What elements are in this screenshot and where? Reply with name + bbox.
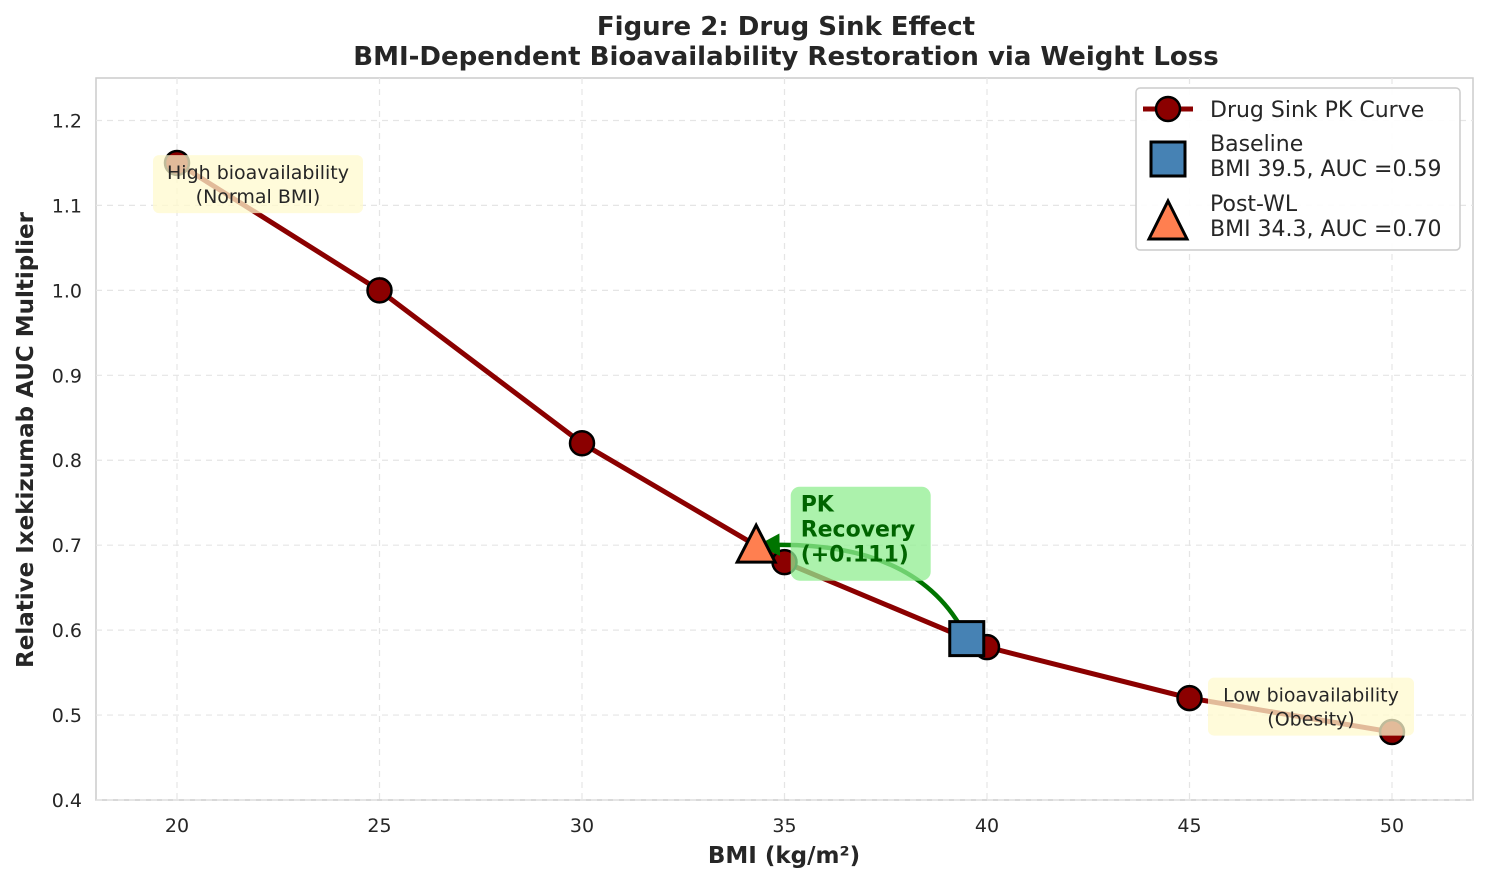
legend-postwl-detail: BMI 34.3, AUC =0.70 [1210, 217, 1441, 242]
y-tick-label: 1.2 [52, 110, 82, 132]
y-tick-label: 0.7 [52, 535, 82, 557]
y-tick-label: 0.5 [52, 705, 82, 727]
legend-circle-icon [1154, 95, 1182, 123]
data-point [366, 277, 393, 304]
legend-box [1135, 87, 1461, 251]
legend-triangle-icon [1146, 197, 1190, 241]
low-note-box [1208, 677, 1414, 736]
x-tick-label: 40 [975, 815, 999, 837]
recovery-box [790, 486, 931, 581]
legend-baseline-title: Baseline [1210, 132, 1303, 157]
y-tick-label: 0.6 [52, 620, 82, 642]
high-bioavailability-note: High bioavailability (Normal BMI) [153, 155, 363, 214]
y-tick-label: 0.9 [52, 365, 82, 387]
x-axis-label: BMI (kg/m²) [708, 843, 860, 869]
legend-postwl-title: Post-WL [1210, 192, 1298, 217]
x-tick-label: 45 [1177, 815, 1201, 837]
high-note-line1: High bioavailability [167, 162, 349, 184]
data-point [568, 429, 596, 457]
x-tick-label: 20 [165, 815, 189, 837]
high-note-box [153, 155, 363, 214]
x-tick-label: 35 [772, 815, 796, 837]
legend-baseline-detail: BMI 39.5, AUC =0.59 [1210, 157, 1441, 182]
low-note-line1: Low bioavailability [1223, 685, 1399, 707]
low-bioavailability-note: Low bioavailability (Obesity) [1208, 677, 1414, 736]
legend: Drug Sink PK Curve Baseline BMI 39.5, AU… [1135, 87, 1461, 251]
baseline-marker [948, 620, 986, 658]
y-tick-label: 1.1 [52, 195, 82, 217]
x-tick-label: 30 [570, 815, 594, 837]
chart-subtitle: BMI-Dependent Bioavailability Restoratio… [353, 42, 1218, 72]
low-note-line2: (Obesity) [1267, 709, 1354, 731]
data-point [1176, 684, 1203, 712]
x-tick-label: 25 [367, 815, 391, 837]
pk-recovery-note: PK Recovery (+0.111) [790, 486, 931, 581]
high-note-line2: (Normal BMI) [196, 186, 321, 208]
legend-series-label: Drug Sink PK Curve [1210, 98, 1424, 123]
y-tick-label: 0.4 [52, 790, 82, 812]
y-tick-label: 1.0 [52, 280, 82, 302]
recovery-line1: PK [801, 493, 835, 518]
chart-title: Figure 2: Drug Sink Effect [597, 12, 975, 42]
recovery-line2: Recovery [801, 518, 915, 543]
y-axis-label: Relative Ixekizumab AUC Multiplier [13, 211, 39, 668]
legend-square-icon [1149, 140, 1187, 178]
y-tick-label: 0.8 [52, 450, 82, 472]
post-wl-marker [734, 521, 778, 564]
x-tick-label: 50 [1380, 815, 1404, 837]
recovery-line3: (+0.111) [801, 543, 909, 568]
tick-layer: 20 25 30 35 40 45 50 0.4 0.5 0.6 0.7 0.8 0.9 1.0 1.1 1.… [52, 110, 1404, 837]
